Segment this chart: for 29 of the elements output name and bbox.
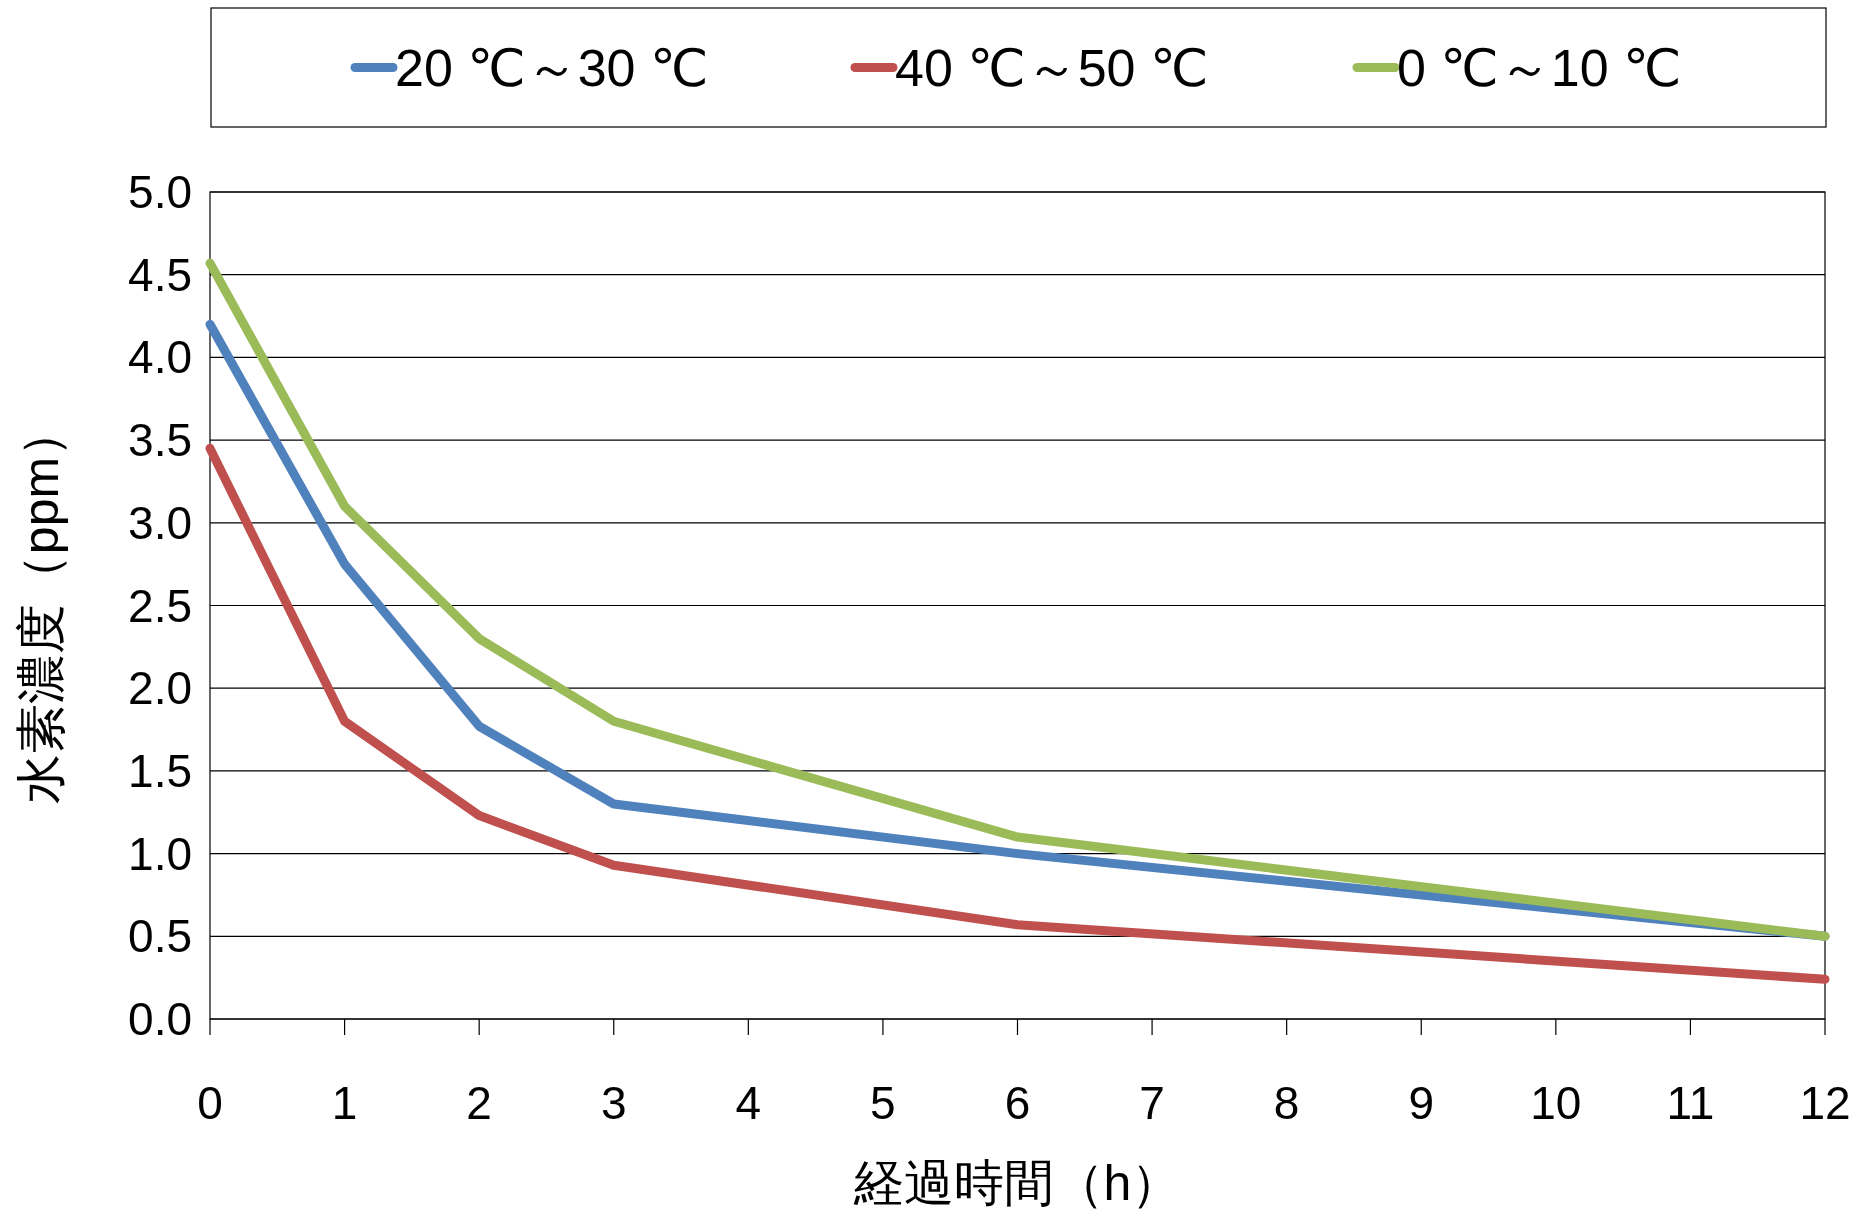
y-tick-label: 0.0 [128,993,192,1045]
x-tick-label: 9 [1408,1077,1435,1129]
y-tick-label: 3.0 [128,496,192,549]
y-tick-label: 5.0 [128,166,192,218]
x-tick-label: 3 [600,1077,627,1129]
legend-label: 20 ℃～30 ℃ [395,38,709,97]
x-tick-label: 8 [1273,1077,1300,1129]
x-tick-label: 4 [735,1077,762,1129]
y-tick-label: 1.0 [128,827,192,880]
x-tick-label: 12 [1799,1077,1851,1129]
y-tick-label: 4.0 [128,331,192,384]
x-tick-label: 10 [1530,1077,1582,1129]
x-tick-label: 1 [331,1077,358,1129]
x-tick-label: 5 [870,1077,896,1129]
x-tick-label: 2 [466,1077,492,1129]
y-tick-label: 0.5 [128,910,192,963]
y-tick-label: 2.5 [128,579,192,632]
x-tick-label: 0 [197,1077,223,1129]
y-tick-label: 1.5 [128,744,192,797]
legend-label: 0 ℃～10 ℃ [1397,38,1682,97]
y-tick-label: 3.5 [128,414,192,467]
y-axis-title: 水素濃度（ppm） [13,406,69,805]
x-tick-label: 6 [1004,1077,1031,1129]
x-axis-title: 経過時間（h） [852,1155,1182,1211]
x-tick-label: 11 [1666,1077,1715,1129]
x-tick-label: 7 [1139,1077,1165,1129]
legend-label: 40 ℃～50 ℃ [895,38,1209,97]
y-tick-label: 4.5 [128,248,192,301]
y-tick-label: 2.0 [128,662,192,715]
